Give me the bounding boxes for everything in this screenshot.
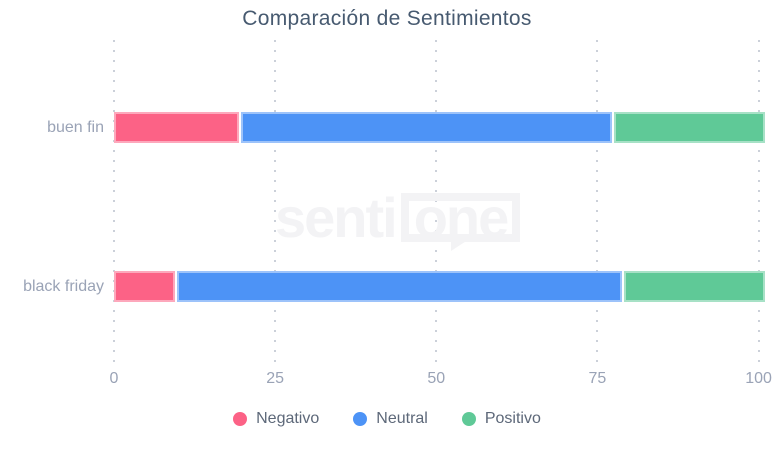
x-tick-label: 0: [109, 370, 119, 387]
bar-segment-neutral[interactable]: [176, 271, 623, 302]
plot-area: senti one buen fin black friday 0 25 50 75 1…: [23, 40, 772, 387]
category-label-black-friday: black friday: [23, 277, 104, 295]
gridline: [274, 40, 277, 365]
legend-label: Negativo: [256, 410, 320, 427]
legend-item-neutral[interactable]: Neutral: [353, 410, 428, 428]
x-tick-label: 100: [745, 370, 772, 387]
legend-label: Positivo: [484, 410, 541, 427]
gridline: [757, 40, 760, 365]
x-tick-label: 50: [427, 370, 446, 387]
gridline: [596, 40, 599, 365]
bar-segment-positivo[interactable]: [624, 271, 765, 302]
legend: Negativo Neutral Positivo: [0, 410, 774, 428]
x-tick-label: 75: [588, 370, 607, 387]
bar-segment-positivo[interactable]: [614, 112, 766, 143]
bar-segment-negativo[interactable]: [114, 271, 175, 302]
gridlines: [113, 40, 765, 365]
gridline: [113, 40, 115, 365]
legend-item-negativo[interactable]: Negativo: [233, 410, 319, 428]
legend-label: Neutral: [376, 410, 428, 427]
bar-row: black friday: [23, 271, 765, 302]
category-label-buen-fin: buen fin: [47, 118, 104, 136]
page-title: Comparación de Sentimientos: [242, 7, 532, 30]
bar-segment-negativo[interactable]: [114, 112, 239, 143]
positivo-color-dot-icon: [461, 412, 476, 426]
neutral-color-dot-icon: [353, 412, 368, 426]
bar-segment-neutral[interactable]: [240, 112, 613, 143]
legend-item-positivo[interactable]: Positivo: [461, 410, 541, 428]
negativo-color-dot-icon: [233, 412, 248, 426]
gridline: [435, 40, 438, 365]
x-tick-label: 25: [266, 370, 285, 387]
bar-row: buen fin: [47, 112, 766, 143]
x-axis-ticks: 0 25 50 75 100: [110, 370, 772, 392]
